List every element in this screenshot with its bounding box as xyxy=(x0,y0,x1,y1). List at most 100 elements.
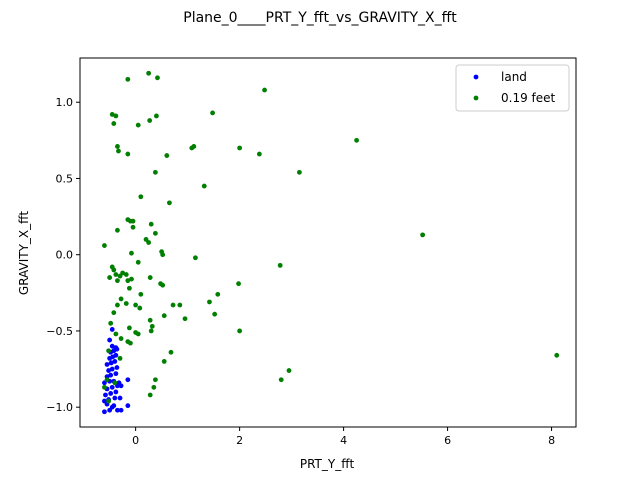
point-1-75 xyxy=(148,328,154,334)
point-0-29 xyxy=(114,365,120,370)
point-1-64 xyxy=(170,302,176,308)
point-0-22 xyxy=(116,380,122,386)
point-1-62 xyxy=(123,301,129,306)
point-0-26 xyxy=(113,371,119,377)
point-1-60 xyxy=(207,299,212,305)
point-1-84 xyxy=(168,349,174,355)
point-1-90 xyxy=(152,377,158,383)
point-0-28 xyxy=(109,366,115,372)
point-1-22 xyxy=(201,183,207,189)
point-1-48 xyxy=(147,275,153,280)
point-1-6 xyxy=(154,113,159,119)
point-1-69 xyxy=(182,316,188,322)
point-1-86 xyxy=(117,355,123,361)
x-tick-label-1: 2 xyxy=(236,434,243,447)
y-axis-label: GRAVITY_X_fft xyxy=(17,211,31,295)
point-0-16 xyxy=(109,384,115,390)
point-1-8 xyxy=(147,118,153,123)
point-1-14 xyxy=(237,145,243,151)
point-0-27 xyxy=(106,368,111,373)
point-0-10 xyxy=(112,395,118,401)
point-1-88 xyxy=(286,368,292,373)
point-1-40 xyxy=(135,259,141,265)
legend-marker-0 xyxy=(473,74,479,80)
point-1-19 xyxy=(354,137,359,143)
legend-marker-1 xyxy=(473,95,479,101)
point-1-3 xyxy=(262,87,267,93)
point-0-6 xyxy=(111,403,117,409)
x-tick-label-0: 0 xyxy=(132,434,139,447)
point-1-87 xyxy=(161,359,167,364)
point-1-24 xyxy=(167,200,172,206)
point-1-47 xyxy=(117,273,123,279)
point-0-32 xyxy=(112,359,118,364)
point-1-15 xyxy=(116,148,121,154)
point-1-51 xyxy=(129,276,134,282)
point-0-11 xyxy=(117,395,123,401)
point-1-43 xyxy=(111,267,117,273)
point-0-0 xyxy=(102,409,107,415)
point-1-93 xyxy=(151,384,157,390)
point-1-2 xyxy=(155,75,160,81)
point-1-70 xyxy=(212,311,218,317)
point-1-63 xyxy=(133,302,139,308)
point-1-52 xyxy=(115,278,120,284)
chart-title: Plane_0____PRT_Y_fft_vs_GRAVITY_X_fft xyxy=(183,10,457,26)
point-1-79 xyxy=(135,331,141,337)
point-1-73 xyxy=(126,325,132,331)
point-1-10 xyxy=(135,122,141,128)
point-1-29 xyxy=(130,224,136,230)
x-axis-label: PRT_Y_fft xyxy=(300,457,355,471)
legend: land 0.19 feet xyxy=(455,64,570,112)
point-1-41 xyxy=(277,262,283,268)
point-1-4 xyxy=(109,112,115,117)
point-1-49 xyxy=(107,275,113,280)
point-0-4 xyxy=(118,407,124,413)
point-1-0 xyxy=(146,70,152,76)
point-1-72 xyxy=(108,320,114,326)
point-1-56 xyxy=(126,285,132,291)
point-1-58 xyxy=(138,291,144,297)
point-1-27 xyxy=(130,218,136,224)
point-0-39 xyxy=(109,343,115,349)
y-tick-label-3: 0.5 xyxy=(56,172,74,185)
point-1-78 xyxy=(113,331,119,337)
point-0-8 xyxy=(102,398,107,404)
point-1-85 xyxy=(554,352,560,358)
point-1-46 xyxy=(123,272,129,277)
point-0-35 xyxy=(113,352,119,358)
point-1-17 xyxy=(164,153,170,158)
point-1-13 xyxy=(189,145,195,151)
point-0-30 xyxy=(104,362,110,367)
point-0-7 xyxy=(125,403,131,409)
point-0-23 xyxy=(125,377,131,383)
y-tick-label-4: 1.0 xyxy=(56,96,74,109)
legend-label-0: land xyxy=(501,70,527,84)
point-0-25 xyxy=(108,372,114,378)
point-1-37 xyxy=(129,250,134,256)
point-1-80 xyxy=(118,336,124,341)
point-1-23 xyxy=(138,194,144,200)
point-1-89 xyxy=(104,377,110,383)
point-1-94 xyxy=(147,392,153,398)
series-1 xyxy=(102,70,560,404)
points-layer xyxy=(102,70,560,415)
point-1-95 xyxy=(106,398,111,404)
point-0-3 xyxy=(115,407,120,413)
x-axis-ticks: 0 2 4 6 8 xyxy=(132,427,555,447)
x-tick-label-2: 4 xyxy=(340,434,347,447)
point-1-39 xyxy=(193,255,198,261)
point-1-54 xyxy=(160,282,166,288)
point-1-96 xyxy=(112,380,118,386)
y-tick-label-0: −1.0 xyxy=(46,401,73,414)
point-1-71 xyxy=(147,317,153,323)
point-1-45 xyxy=(113,272,119,277)
point-1-7 xyxy=(210,110,215,116)
point-1-66 xyxy=(137,305,143,311)
point-0-12 xyxy=(103,392,108,398)
point-1-83 xyxy=(106,348,111,354)
legend-box xyxy=(455,64,570,112)
point-1-34 xyxy=(146,240,152,245)
point-1-91 xyxy=(278,377,284,383)
point-1-9 xyxy=(111,121,117,126)
